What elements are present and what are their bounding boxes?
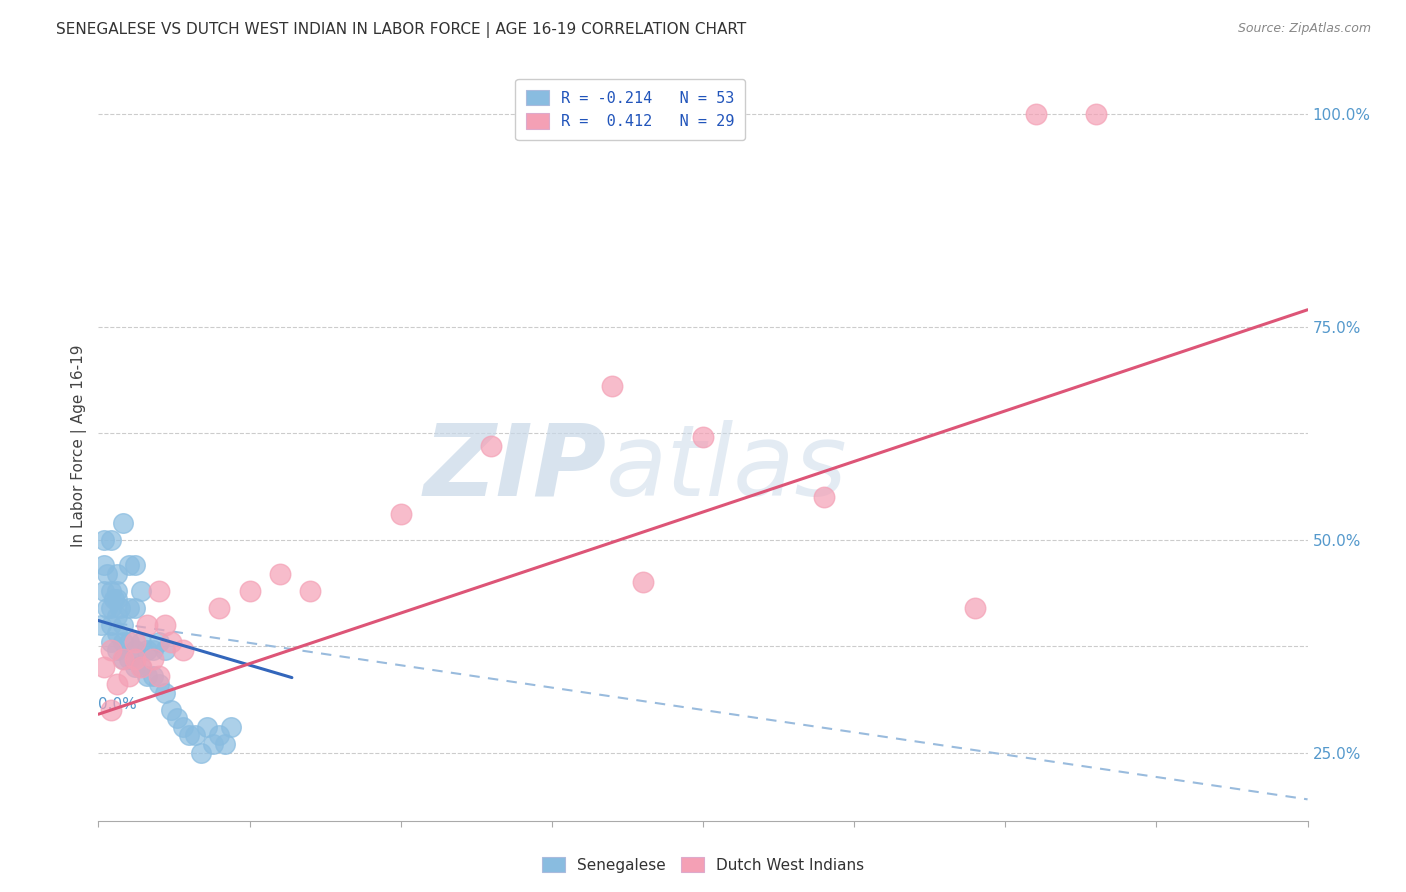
Point [124, 600, 146, 615]
Point [190, 746, 212, 760]
Y-axis label: In Labor Force | Age 16-19: In Labor Force | Age 16-19 [72, 344, 87, 548]
Point [481, 439, 503, 453]
Point [153, 643, 176, 657]
Point [124, 558, 146, 573]
Point [208, 600, 231, 615]
Point [105, 566, 128, 581]
Point [100, 600, 122, 615]
Point [160, 703, 183, 717]
Text: atlas: atlas [606, 420, 848, 517]
Point [195, 720, 218, 734]
Point [96, 600, 118, 615]
Point [105, 592, 128, 607]
Point [124, 660, 146, 674]
Point [118, 652, 141, 666]
Point [111, 635, 134, 649]
Point [108, 600, 131, 615]
Point [93, 583, 115, 598]
Point [166, 711, 188, 725]
Point [124, 652, 146, 666]
Point [90, 617, 112, 632]
Point [105, 609, 128, 624]
Text: SENEGALESE VS DUTCH WEST INDIAN IN LABOR FORCE | AGE 16-19 CORRELATION CHART: SENEGALESE VS DUTCH WEST INDIAN IN LABOR… [56, 22, 747, 38]
Point [208, 729, 231, 743]
Point [299, 583, 322, 598]
Point [148, 635, 170, 649]
Point [100, 617, 122, 632]
Point [111, 516, 134, 530]
Text: Source: ZipAtlas.com: Source: ZipAtlas.com [1237, 22, 1371, 36]
Point [1085, 107, 1108, 121]
Point [153, 686, 176, 700]
Point [965, 600, 987, 615]
Point [148, 583, 170, 598]
Point [129, 660, 152, 674]
Point [124, 643, 146, 657]
Text: ZIP: ZIP [423, 420, 606, 517]
Legend: Senegalese, Dutch West Indians: Senegalese, Dutch West Indians [534, 849, 872, 880]
Point [103, 592, 125, 607]
Point [118, 669, 141, 683]
Point [269, 566, 291, 581]
Point [105, 626, 128, 640]
Point [105, 583, 128, 598]
Point [111, 617, 134, 632]
Point [111, 652, 134, 666]
Point [602, 379, 624, 393]
Point [221, 720, 243, 734]
Point [135, 669, 157, 683]
Point [93, 558, 115, 573]
Point [100, 533, 122, 547]
Text: 0.0%: 0.0% [98, 697, 138, 712]
Point [202, 737, 225, 751]
Point [172, 643, 194, 657]
Point [389, 507, 412, 521]
Point [631, 575, 654, 590]
Point [118, 558, 141, 573]
Point [129, 583, 152, 598]
Point [118, 635, 141, 649]
Point [135, 617, 157, 632]
Point [142, 669, 165, 683]
Point [172, 720, 194, 734]
Point [135, 643, 157, 657]
Point [692, 430, 714, 444]
Point [1024, 107, 1046, 121]
Point [100, 703, 122, 717]
Point [153, 617, 176, 632]
Point [118, 600, 141, 615]
Point [239, 583, 262, 598]
Point [93, 660, 115, 674]
Point [142, 652, 165, 666]
Point [93, 533, 115, 547]
Point [129, 635, 152, 649]
Point [105, 643, 128, 657]
Point [813, 490, 835, 504]
Point [100, 583, 122, 598]
Point [160, 635, 183, 649]
Point [100, 643, 122, 657]
Point [129, 660, 152, 674]
Point [124, 635, 146, 649]
Point [148, 669, 170, 683]
Point [184, 729, 207, 743]
Point [111, 652, 134, 666]
Point [96, 566, 118, 581]
Point [179, 729, 201, 743]
Point [142, 643, 165, 657]
Point [214, 737, 236, 751]
Point [105, 677, 128, 691]
Point [148, 677, 170, 691]
Point [100, 635, 122, 649]
